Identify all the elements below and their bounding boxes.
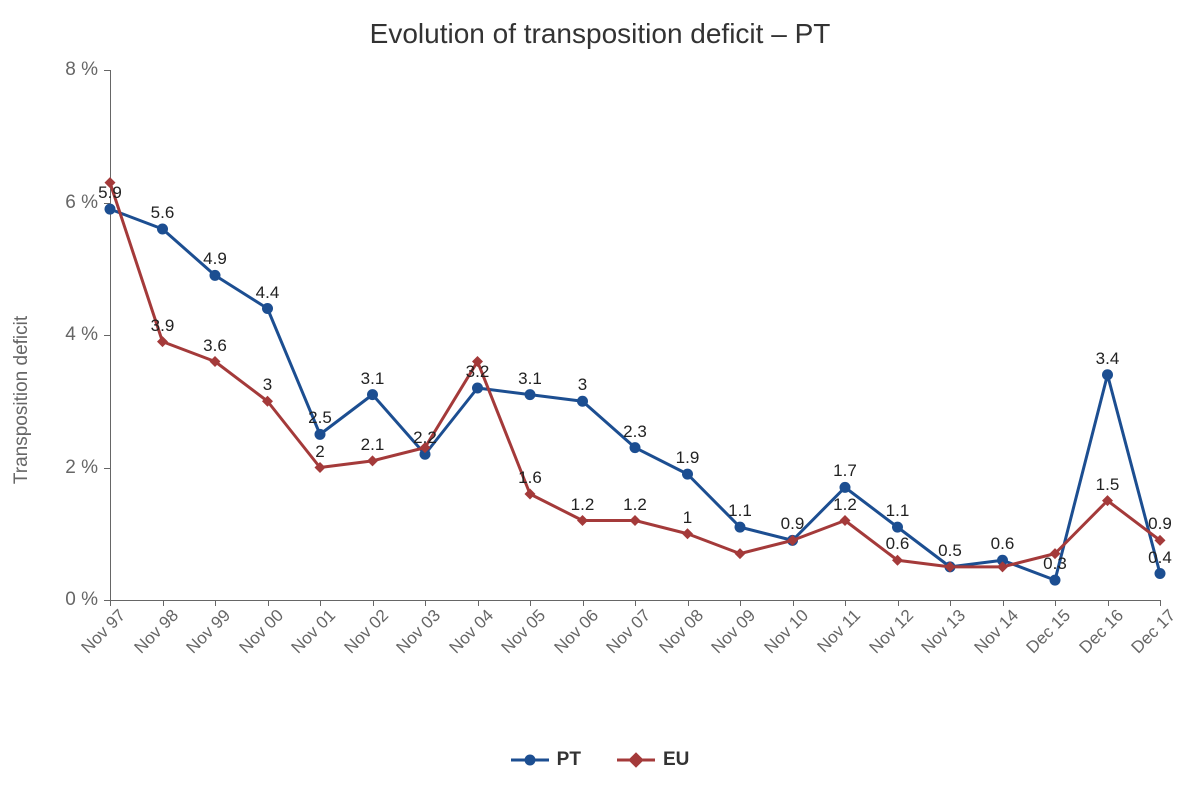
x-axis-tick-label: Nov 07 bbox=[597, 600, 655, 658]
x-axis-tick-label: Nov 06 bbox=[544, 600, 602, 658]
series-marker-eu bbox=[630, 515, 641, 526]
series-data-label-pt: 3.2 bbox=[466, 362, 490, 382]
series-marker-pt bbox=[262, 303, 273, 314]
legend-swatch bbox=[511, 753, 549, 767]
series-data-label-pt: 0.5 bbox=[938, 541, 962, 561]
series-data-label-eu: 1.2 bbox=[833, 495, 857, 515]
series-data-label-pt: 0.9 bbox=[781, 514, 805, 534]
x-axis-tick-label: Nov 98 bbox=[124, 600, 182, 658]
diamond-marker-icon bbox=[628, 752, 644, 768]
series-marker-pt bbox=[682, 469, 693, 480]
series-marker-pt bbox=[157, 224, 168, 235]
x-axis-tick-label: Nov 11 bbox=[808, 600, 865, 657]
x-axis-tick-label: Nov 99 bbox=[177, 600, 235, 658]
series-marker-pt bbox=[840, 482, 851, 493]
series-data-label-pt: 3 bbox=[578, 375, 587, 395]
x-axis-tick-label: Nov 13 bbox=[912, 600, 970, 658]
series-marker-pt bbox=[735, 522, 746, 533]
series-data-label-pt: 0.3 bbox=[1043, 554, 1067, 574]
x-axis-tick-label: Nov 08 bbox=[649, 600, 707, 658]
series-data-label-eu: 3.9 bbox=[151, 316, 175, 336]
x-axis-tick-label: Nov 02 bbox=[334, 600, 392, 658]
series-data-label-pt: 3.1 bbox=[361, 369, 385, 389]
series-data-label-eu: 0.6 bbox=[886, 534, 910, 554]
series-data-label-pt: 5.9 bbox=[98, 183, 122, 203]
circle-marker-icon bbox=[524, 755, 535, 766]
x-axis-tick-label: Nov 12 bbox=[859, 600, 917, 658]
series-marker-pt bbox=[630, 442, 641, 453]
series-data-label-eu: 3 bbox=[263, 375, 272, 395]
x-axis-tick-label: Nov 00 bbox=[229, 600, 287, 658]
series-data-label-pt: 1.1 bbox=[728, 501, 752, 521]
series-marker-pt bbox=[1155, 568, 1166, 579]
chart-container: Evolution of transposition deficit – PT … bbox=[0, 0, 1200, 800]
series-marker-pt bbox=[1050, 575, 1061, 586]
legend-item-eu: EU bbox=[617, 749, 689, 771]
chart-lines bbox=[110, 70, 1160, 600]
series-data-label-eu: 1.2 bbox=[623, 495, 647, 515]
series-marker-pt bbox=[315, 429, 326, 440]
x-axis-tick-label: Nov 09 bbox=[702, 600, 760, 658]
series-marker-eu bbox=[157, 336, 168, 347]
series-marker-pt bbox=[1102, 369, 1113, 380]
x-axis-tick-label: Nov 14 bbox=[964, 600, 1022, 658]
series-data-label-pt: 4.4 bbox=[256, 283, 280, 303]
series-marker-eu bbox=[682, 528, 693, 539]
series-data-label-pt: 2.3 bbox=[623, 422, 647, 442]
series-data-label-pt: 0.4 bbox=[1148, 548, 1172, 568]
legend-item-pt: PT bbox=[511, 749, 581, 771]
series-data-label-pt: 2.2 bbox=[413, 428, 437, 448]
series-data-label-eu: 3.6 bbox=[203, 336, 227, 356]
series-marker-pt bbox=[472, 383, 483, 394]
series-data-label-pt: 1.9 bbox=[676, 448, 700, 468]
series-data-label-eu: 1.6 bbox=[518, 468, 542, 488]
legend-label: EU bbox=[663, 749, 689, 771]
series-marker-pt bbox=[105, 204, 116, 215]
y-axis-label: Transposition deficit bbox=[11, 316, 33, 484]
x-axis-tick-label: Nov 05 bbox=[492, 600, 550, 658]
legend: PT EU bbox=[0, 749, 1200, 772]
series-data-label-pt: 3.4 bbox=[1096, 349, 1120, 369]
plot-area: 0 %2 %4 %6 %8 %Nov 97Nov 98Nov 99Nov 00N… bbox=[110, 70, 1160, 600]
series-marker-pt bbox=[210, 270, 221, 281]
series-data-label-pt: 5.6 bbox=[151, 203, 175, 223]
series-data-label-eu: 1.2 bbox=[571, 495, 595, 515]
series-marker-pt bbox=[892, 522, 903, 533]
series-data-label-eu: 0.9 bbox=[1148, 514, 1172, 534]
legend-label: PT bbox=[557, 749, 581, 771]
series-marker-eu bbox=[735, 548, 746, 559]
series-data-label-eu: 2.1 bbox=[361, 435, 385, 455]
x-axis-tick-label: Nov 03 bbox=[387, 600, 445, 658]
series-data-label-pt: 3.1 bbox=[518, 369, 542, 389]
x-axis-tick-label: Nov 01 bbox=[282, 600, 340, 658]
x-axis-tick-label: Nov 10 bbox=[754, 600, 812, 658]
x-axis-tick-label: Nov 04 bbox=[439, 600, 497, 658]
legend-swatch bbox=[617, 753, 655, 767]
series-marker-pt bbox=[577, 396, 588, 407]
series-data-label-pt: 2.5 bbox=[308, 408, 332, 428]
series-marker-pt bbox=[525, 389, 536, 400]
series-marker-eu bbox=[525, 489, 536, 500]
series-data-label-pt: 0.6 bbox=[991, 534, 1015, 554]
series-data-label-eu: 2 bbox=[315, 442, 324, 462]
series-data-label-pt: 1.1 bbox=[886, 501, 910, 521]
series-marker-eu bbox=[577, 515, 588, 526]
x-axis-tick-label: Dec 17 bbox=[1122, 600, 1180, 658]
series-data-label-pt: 1.7 bbox=[833, 461, 857, 481]
series-data-label-pt: 4.9 bbox=[203, 249, 227, 269]
x-axis-tick-label: Dec 16 bbox=[1069, 600, 1127, 658]
x-axis-tick-label: Dec 15 bbox=[1017, 600, 1075, 658]
chart-title: Evolution of transposition deficit – PT bbox=[0, 18, 1200, 50]
series-marker-pt bbox=[367, 389, 378, 400]
series-data-label-eu: 1.5 bbox=[1096, 475, 1120, 495]
series-data-label-eu: 1 bbox=[683, 508, 692, 528]
series-marker-eu bbox=[367, 455, 378, 466]
